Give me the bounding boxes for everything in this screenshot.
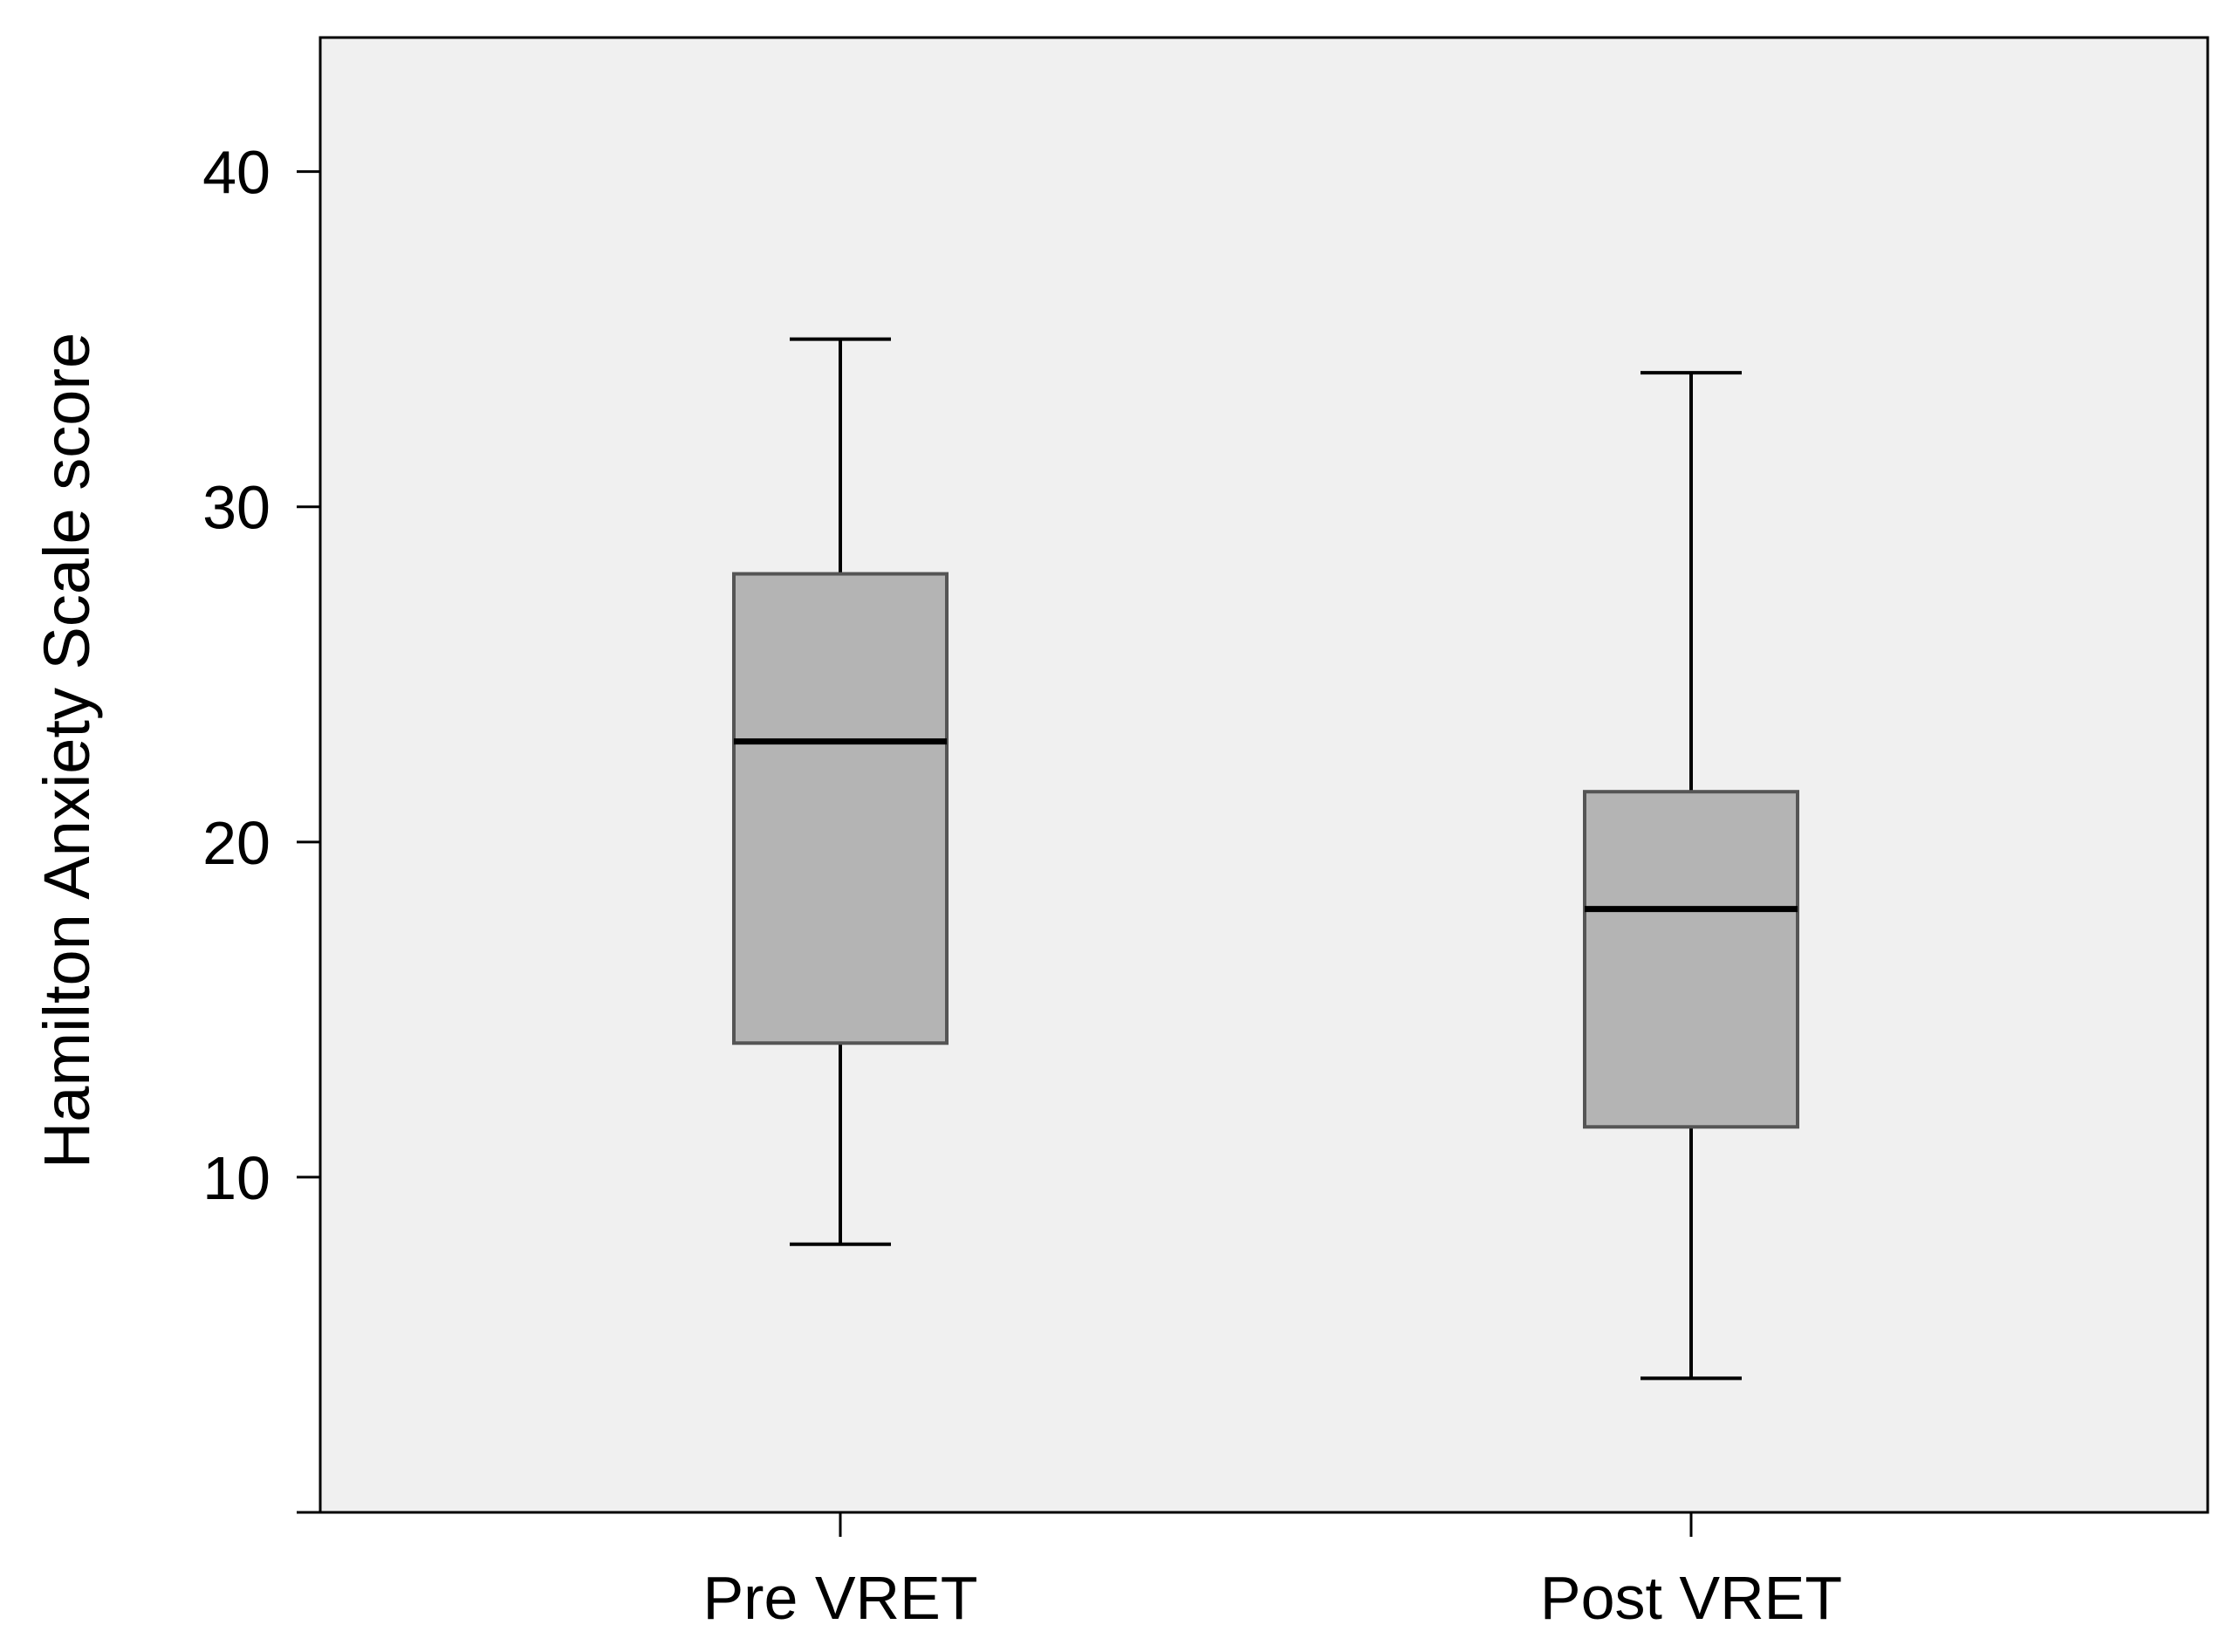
y-tick-label: 10: [202, 1144, 271, 1212]
y-tick-label: 30: [202, 474, 271, 542]
y-tick-label: 20: [202, 809, 271, 877]
box-group: [732, 337, 949, 1246]
y-tick-label: 40: [202, 139, 271, 207]
x-axis: Pre VRET Post VRET: [702, 1512, 1842, 1632]
iqr-box: [1583, 790, 1799, 1129]
plot-area: [319, 36, 2209, 1514]
box-group: [1583, 371, 1799, 1381]
y-axis: 10 20 30 40: [202, 139, 320, 1514]
iqr-box: [732, 572, 949, 1045]
x-tick-label: Post VRET: [1540, 1564, 1842, 1632]
boxes-group: [732, 337, 1799, 1381]
x-tick-label: Pre VRET: [702, 1564, 977, 1632]
y-axis-title: Hamilton Anxiety Scale score: [31, 332, 103, 1169]
